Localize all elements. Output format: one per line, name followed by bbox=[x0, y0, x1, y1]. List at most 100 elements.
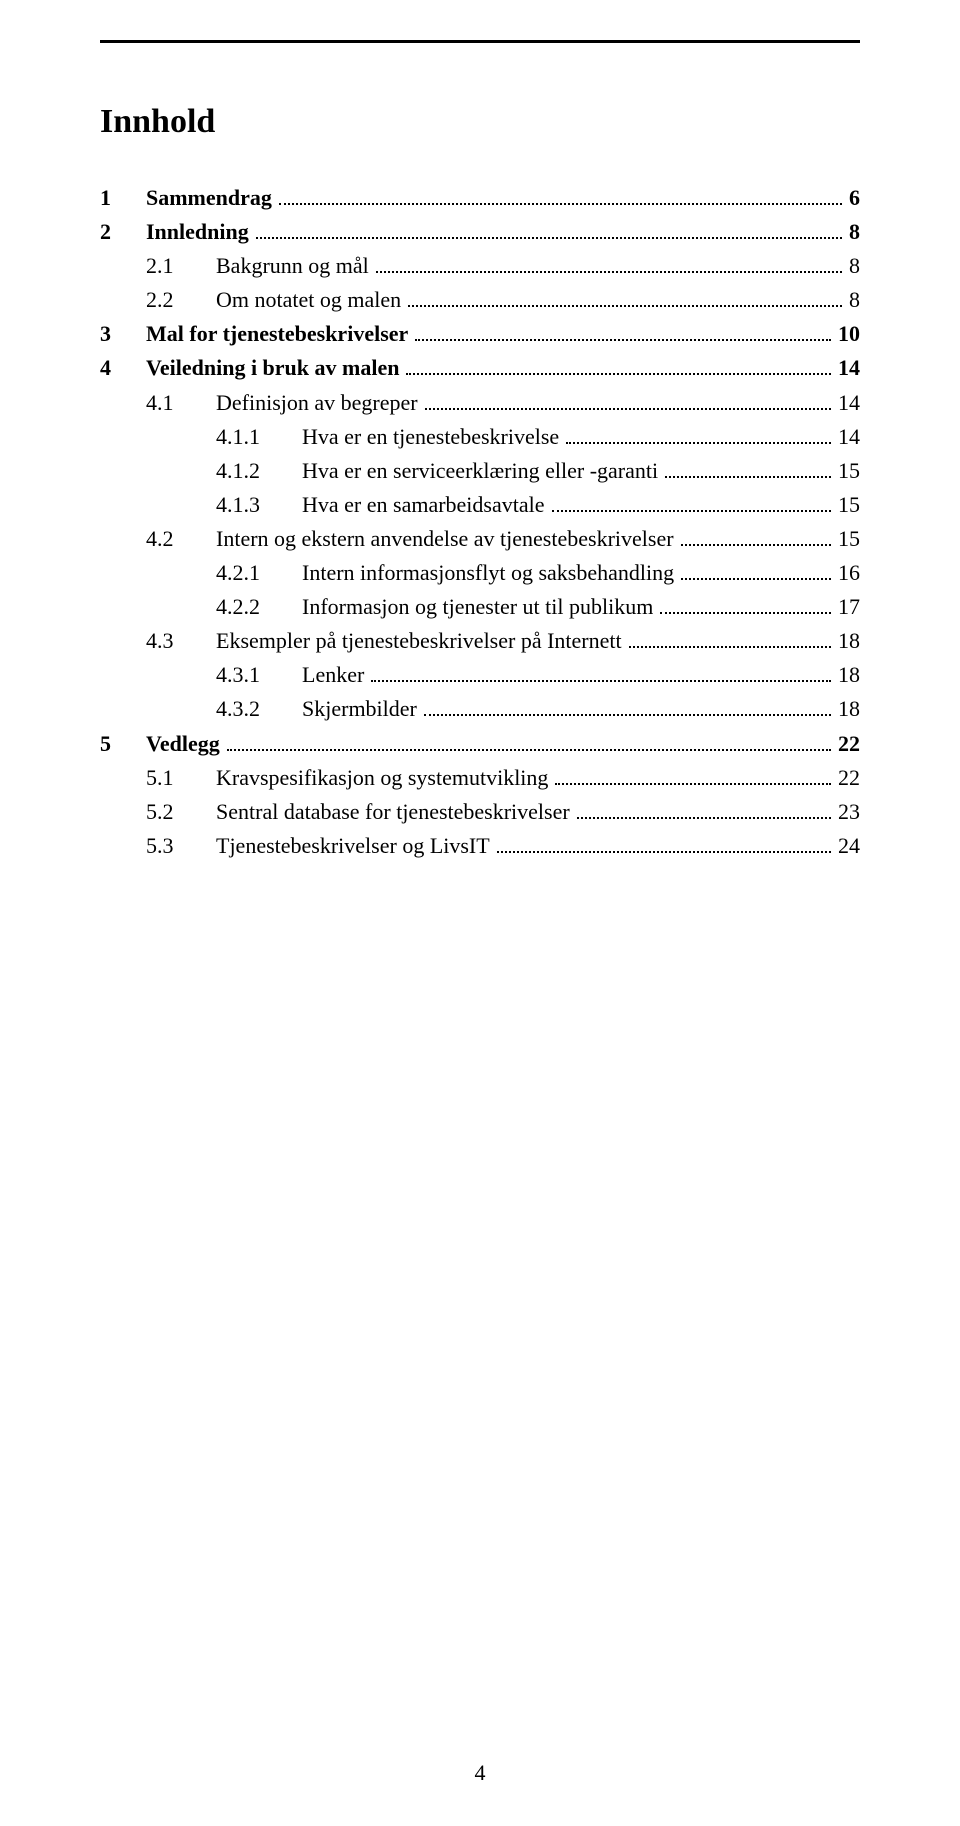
toc-leader-dots bbox=[629, 646, 831, 648]
toc-leader-dots bbox=[681, 578, 831, 580]
toc-leader-dots bbox=[555, 783, 831, 785]
toc-entry: 1Sammendrag 6 bbox=[100, 181, 860, 215]
toc-entry-number: 4.1.2 bbox=[100, 454, 302, 488]
toc-entry-label: Lenker bbox=[302, 658, 368, 692]
toc-entry-page: 17 bbox=[834, 590, 860, 624]
toc-entry-number: 4 bbox=[100, 351, 146, 385]
toc-entry-page: 8 bbox=[845, 283, 860, 317]
toc-entry-page: 14 bbox=[834, 386, 860, 420]
table-of-contents: 1Sammendrag62Innledning82.1Bakgrunn og m… bbox=[100, 181, 860, 863]
toc-leader-dots bbox=[665, 476, 831, 478]
toc-entry-page: 14 bbox=[834, 420, 860, 454]
toc-leader-dots bbox=[408, 305, 842, 307]
toc-entry-number: 2 bbox=[100, 215, 146, 249]
toc-entry-number: 4.3.1 bbox=[100, 658, 302, 692]
toc-leader-dots bbox=[256, 237, 842, 239]
toc-entry: 2.2Om notatet og malen 8 bbox=[100, 283, 860, 317]
toc-entry-number: 4.1.1 bbox=[100, 420, 302, 454]
toc-leader-dots bbox=[227, 749, 831, 751]
toc-leader-dots bbox=[371, 680, 831, 682]
toc-entry-page: 15 bbox=[834, 454, 860, 488]
toc-entry-number: 5 bbox=[100, 727, 146, 761]
toc-entry-label: Bakgrunn og mål bbox=[216, 249, 373, 283]
toc-entry: 4.2.2Informasjon og tjenester ut til pub… bbox=[100, 590, 860, 624]
toc-entry-page: 8 bbox=[845, 249, 860, 283]
toc-entry-number: 5.1 bbox=[100, 761, 216, 795]
toc-leader-dots bbox=[425, 408, 831, 410]
toc-entry-label: Vedlegg bbox=[146, 727, 224, 761]
toc-entry: 4.1Definisjon av begreper 14 bbox=[100, 386, 860, 420]
toc-entry-label: Sentral database for tjenestebeskrivelse… bbox=[216, 795, 574, 829]
toc-entry: 2Innledning 8 bbox=[100, 215, 860, 249]
toc-entry-page: 22 bbox=[834, 761, 860, 795]
toc-entry-label: Tjenestebeskrivelser og LivsIT bbox=[216, 829, 494, 863]
toc-entry-number: 5.2 bbox=[100, 795, 216, 829]
toc-entry-page: 15 bbox=[834, 522, 860, 556]
toc-entry-number: 4.1.3 bbox=[100, 488, 302, 522]
toc-leader-dots bbox=[660, 612, 831, 614]
toc-entry-number: 4.2 bbox=[100, 522, 216, 556]
toc-entry-label: Mal for tjenestebeskrivelser bbox=[146, 317, 412, 351]
toc-leader-dots bbox=[681, 544, 831, 546]
toc-entry: 5Vedlegg 22 bbox=[100, 727, 860, 761]
toc-entry-page: 15 bbox=[834, 488, 860, 522]
toc-leader-dots bbox=[552, 510, 832, 512]
toc-entry-label: Intern informasjonsflyt og saksbehandlin… bbox=[302, 556, 678, 590]
toc-leader-dots bbox=[566, 442, 831, 444]
toc-entry-page: 22 bbox=[834, 727, 860, 761]
toc-entry-page: 6 bbox=[845, 181, 860, 215]
toc-leader-dots bbox=[497, 851, 831, 853]
toc-entry-number: 4.2.2 bbox=[100, 590, 302, 624]
toc-entry-label: Innledning bbox=[146, 215, 253, 249]
toc-entry-page: 24 bbox=[834, 829, 860, 863]
toc-entry-number: 3 bbox=[100, 317, 146, 351]
toc-entry-label: Skjermbilder bbox=[302, 692, 421, 726]
toc-entry-page: 18 bbox=[834, 692, 860, 726]
toc-entry-label: Hva er en tjenestebeskrivelse bbox=[302, 420, 563, 454]
toc-entry-label: Sammendrag bbox=[146, 181, 276, 215]
toc-entry: 4.2Intern og ekstern anvendelse av tjene… bbox=[100, 522, 860, 556]
toc-entry: 4.1.3Hva er en samarbeidsavtale 15 bbox=[100, 488, 860, 522]
toc-entry: 4.3.2Skjermbilder18 bbox=[100, 692, 860, 726]
toc-entry: 4.2.1Intern informasjonsflyt og saksbeha… bbox=[100, 556, 860, 590]
toc-leader-dots bbox=[279, 203, 842, 205]
toc-leader-dots bbox=[415, 339, 831, 341]
toc-entry: 3Mal for tjenestebeskrivelser 10 bbox=[100, 317, 860, 351]
toc-entry-page: 10 bbox=[834, 317, 860, 351]
toc-title: Innhold bbox=[100, 103, 860, 141]
document-page: Innhold 1Sammendrag62Innledning82.1Bakgr… bbox=[0, 0, 960, 1826]
toc-entry-label: Hva er en serviceerklæring eller -garant… bbox=[302, 454, 662, 488]
toc-entry: 4.3.1Lenker 18 bbox=[100, 658, 860, 692]
toc-entry-number: 4.1 bbox=[100, 386, 216, 420]
toc-entry: 5.1Kravspesifikasjon og systemutvikling 2… bbox=[100, 761, 860, 795]
page-number: 4 bbox=[0, 1760, 960, 1786]
toc-entry-page: 18 bbox=[834, 624, 860, 658]
toc-entry: 4.1.1Hva er en tjenestebeskrivelse 14 bbox=[100, 420, 860, 454]
toc-entry-label: Informasjon og tjenester ut til publikum bbox=[302, 590, 657, 624]
toc-entry-label: Intern og ekstern anvendelse av tjeneste… bbox=[216, 522, 678, 556]
toc-entry: 4Veiledning i bruk av malen 14 bbox=[100, 351, 860, 385]
toc-entry-number: 2.2 bbox=[100, 283, 216, 317]
toc-entry-label: Hva er en samarbeidsavtale bbox=[302, 488, 549, 522]
toc-entry-number: 4.2.1 bbox=[100, 556, 302, 590]
toc-entry-page: 14 bbox=[834, 351, 860, 385]
toc-entry-label: Eksempler på tjenestebeskrivelser på Int… bbox=[216, 624, 626, 658]
toc-entry-label: Definisjon av begreper bbox=[216, 386, 422, 420]
toc-leader-dots bbox=[376, 271, 842, 273]
toc-entry: 5.3Tjenestebeskrivelser og LivsIT 24 bbox=[100, 829, 860, 863]
toc-entry-label: Veiledning i bruk av malen bbox=[146, 351, 403, 385]
toc-entry-label: Kravspesifikasjon og systemutvikling bbox=[216, 761, 552, 795]
toc-leader-dots bbox=[406, 373, 831, 375]
toc-entry-page: 18 bbox=[834, 658, 860, 692]
toc-entry-number: 2.1 bbox=[100, 249, 216, 283]
toc-entry: 2.1Bakgrunn og mål 8 bbox=[100, 249, 860, 283]
toc-entry-number: 1 bbox=[100, 181, 146, 215]
toc-entry-label: Om notatet og malen bbox=[216, 283, 405, 317]
toc-entry-number: 5.3 bbox=[100, 829, 216, 863]
toc-entry-page: 8 bbox=[845, 215, 860, 249]
toc-leader-dots bbox=[424, 714, 831, 716]
toc-entry: 4.3Eksempler på tjenestebeskrivelser på … bbox=[100, 624, 860, 658]
toc-entry-page: 16 bbox=[834, 556, 860, 590]
toc-entry: 4.1.2Hva er en serviceerklæring eller -g… bbox=[100, 454, 860, 488]
toc-entry-page: 23 bbox=[834, 795, 860, 829]
